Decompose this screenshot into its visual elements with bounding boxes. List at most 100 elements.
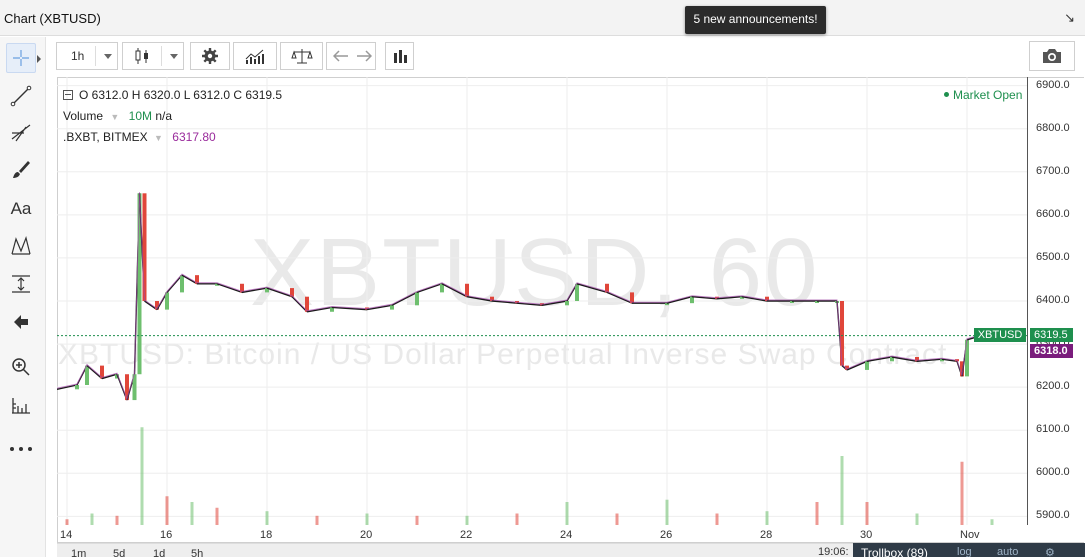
settings-button[interactable] [190,42,230,70]
candle-body [865,361,869,370]
price-segment [516,302,543,307]
drawing-toolbar: Aa [0,37,46,557]
price-segment [391,291,418,306]
range-1m[interactable]: 1m [71,548,87,557]
chevron-down-icon [170,53,178,59]
trollbox-auto[interactable]: auto [997,546,1019,557]
pattern-icon[interactable] [6,231,36,261]
volume-bar [565,502,569,525]
price-chart[interactable] [57,77,1085,543]
price-segment [166,274,183,293]
trollbox-log[interactable]: log [957,546,972,557]
crosshair-icon[interactable] [6,43,41,73]
ruler-icon[interactable] [6,390,36,420]
volume-bar [265,511,269,525]
chart-toolbar: 1h [46,37,1085,74]
candle-body [142,193,147,301]
chart-style-select[interactable] [122,42,184,70]
volume-bar [90,513,94,525]
candle-body [630,292,634,304]
candle-body [137,193,142,375]
price-segment [541,300,568,306]
bar-chart-button[interactable] [385,42,414,70]
candle-body [840,301,844,366]
volume-bar [840,456,844,525]
title-bar: Chart (XBTUSD) ↘ [0,0,1085,36]
volume-bar [615,513,619,525]
status-dot-icon [944,92,949,97]
price-segment [291,296,308,313]
text-tool-icon[interactable]: Aa [6,194,36,224]
zoom-icon[interactable] [6,352,36,382]
snapshot-button[interactable] [1029,41,1075,71]
chevron-down-icon[interactable]: ▼ [154,133,163,143]
collapse-legend-checkbox[interactable] [63,90,73,100]
clock: 19:06: [818,546,849,557]
price-segment [666,296,693,304]
announcements-toast[interactable]: 5 new announcements! [685,6,826,34]
time-tick-label: 24 [560,529,573,541]
chart-pane[interactable] [57,77,1084,543]
price-segment [491,300,518,304]
trollbox-label: Trollbox (89) [861,546,928,557]
gear-icon[interactable]: ⚙ [1045,547,1055,557]
time-tick-label: 20 [360,529,373,541]
candle-body [265,288,269,293]
range-bar: 1m 5d 1d 5h [57,543,1085,557]
candlestick-icon [135,48,148,64]
time-tick-label: 18 [260,529,273,541]
indicators-button[interactable] [233,42,277,70]
price-segment [691,295,718,300]
candle-body [605,283,609,293]
compare-button[interactable] [280,42,323,70]
candle-body [390,305,394,310]
time-tick-label: 28 [760,529,773,541]
fib-icon[interactable] [6,117,36,147]
candle-body [305,296,309,312]
index-value: 6317.80 [172,130,216,144]
candle-body [765,296,769,301]
volume-bar [365,513,369,525]
volume-bar [165,496,169,525]
price-axis-line [1027,77,1028,525]
volume-bar [215,507,219,525]
undo-icon[interactable] [333,49,349,63]
undo-redo-group [326,42,376,70]
candle-body [195,275,199,284]
announcements-text: 5 new announcements! [693,12,818,26]
price-tick-label: 6600.0 [1036,207,1070,220]
candle-body [565,301,569,306]
interval-value: 1h [71,49,85,63]
trendline-icon[interactable] [6,81,36,111]
trollbox-bar[interactable]: Trollbox (89) log auto ⚙ [853,543,1085,557]
interval-select[interactable]: 1h [56,42,118,70]
indicators-icon [245,49,264,64]
measure-icon[interactable] [6,269,36,299]
time-tick-label: 16 [160,529,173,541]
chevron-down-icon[interactable]: ▼ [110,112,120,122]
candle-body [115,374,119,379]
price-segment [144,300,158,311]
more-icon[interactable] [6,434,36,464]
candle-body [415,292,419,306]
volume-label: Volume [63,109,104,123]
volume-bar [465,515,469,525]
redo-icon[interactable] [356,49,372,63]
candle-body [125,374,129,401]
range-1d[interactable]: 1d [153,548,166,557]
candle-body [465,283,469,297]
brush-icon[interactable] [6,155,36,185]
text-tool-label: Aa [10,199,32,218]
candle-body [180,275,184,293]
range-5d[interactable]: 5d [113,548,126,557]
back-arrow-icon[interactable] [6,307,36,337]
collapse-arrows-icon[interactable]: ↘ [1064,10,1075,25]
index-label: .BXBT, BITMEX [63,130,148,144]
price-segment [941,358,958,363]
volume-bar [865,502,869,525]
range-5h[interactable]: 5h [191,548,204,557]
volume-bar [915,513,919,525]
price-tick-label: 6100.0 [1036,423,1070,436]
volume-value: n/a [155,109,173,123]
price-segment [331,306,368,311]
